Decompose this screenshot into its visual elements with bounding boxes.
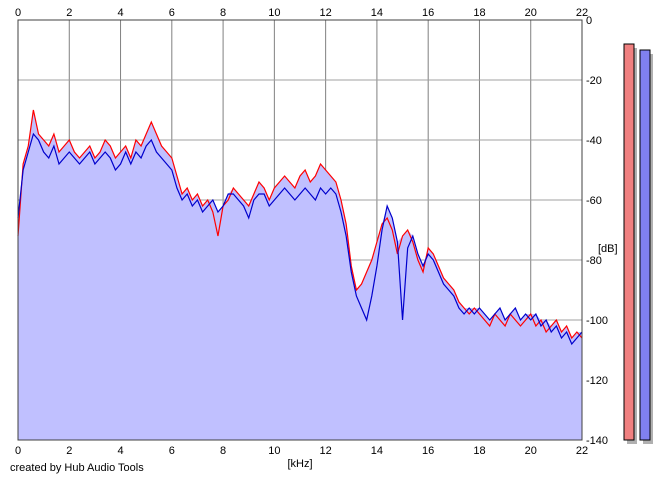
y-axis-label: [dB] [598, 243, 618, 255]
y-tick-label: -80 [586, 255, 602, 267]
x-tick-labels-bottom: 0 2 4 6 8 10 12 14 16 18 20 22 [15, 445, 588, 457]
series-lines-layer [17, 109, 583, 346]
x-tick-label-bottom: 18 [473, 445, 485, 457]
x-tick-label-top: 6 [169, 7, 175, 19]
x-tick-label-top: 8 [220, 7, 226, 19]
series-line-blue [17, 132, 583, 346]
x-axis-label: [kHz] [287, 458, 312, 470]
x-tick-label-bottom: 14 [371, 445, 383, 457]
plot-border [17, 19, 583, 441]
x-tick-label-top: 16 [422, 7, 434, 19]
x-tick-label-top: 22 [576, 7, 588, 19]
spectrum-fill-layer [18, 110, 582, 440]
x-tick-label-bottom: 4 [117, 445, 123, 457]
y-tick-label: -100 [586, 315, 608, 327]
y-tick-label: -40 [586, 135, 602, 147]
level-meter-blue [639, 49, 651, 441]
x-tick-label-top: 14 [371, 7, 383, 19]
y-tick-label: 0 [586, 15, 592, 27]
x-tick-label-bottom: 0 [15, 445, 21, 457]
x-tick-label-bottom: 12 [320, 445, 332, 457]
y-tick-label: -140 [586, 435, 608, 447]
y-tick-label: -60 [586, 195, 602, 207]
x-tick-label-bottom: 10 [268, 445, 280, 457]
y-tick-label: -120 [586, 375, 608, 387]
x-tick-label-top: 0 [15, 7, 21, 19]
x-tick-label-top: 4 [117, 7, 123, 19]
level-meter-red [623, 43, 635, 441]
x-tick-label-bottom: 2 [66, 445, 72, 457]
plot-frame [17, 19, 583, 441]
x-tick-labels-top: 0 2 4 6 8 10 12 14 16 18 20 22 [15, 7, 588, 19]
x-tick-label-top: 18 [473, 7, 485, 19]
x-tick-label-top: 12 [320, 7, 332, 19]
x-tick-label-bottom: 6 [169, 445, 175, 457]
spectrum-fill [18, 110, 582, 440]
x-tick-label-top: 2 [66, 7, 72, 19]
series-line-red [17, 109, 583, 340]
x-tick-label-top: 10 [268, 7, 280, 19]
y-tick-labels: 0 -20 -40 -60 -80 -100 -120 -140 [586, 15, 608, 447]
x-tick-label-bottom: 16 [422, 445, 434, 457]
x-tick-label-bottom: 8 [220, 445, 226, 457]
credit-text: created by Hub Audio Tools [10, 462, 144, 474]
x-tick-label-bottom: 22 [576, 445, 588, 457]
y-tick-label: -20 [586, 75, 602, 87]
x-tick-label-bottom: 20 [525, 445, 537, 457]
x-tick-label-top: 20 [525, 7, 537, 19]
level-meters [623, 43, 653, 444]
